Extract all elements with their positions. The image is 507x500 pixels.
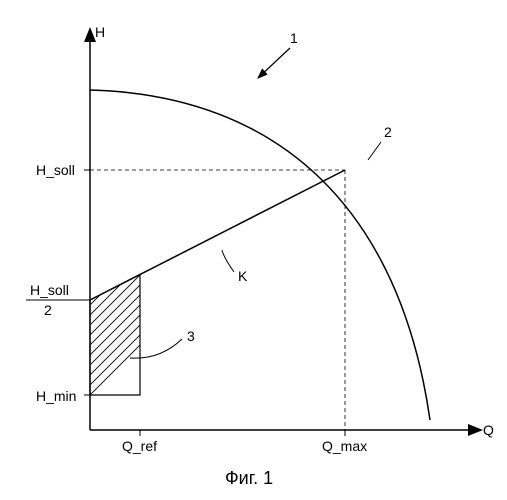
label-H-soll-half-bot: 2	[44, 302, 52, 318]
callout-3-leader	[130, 339, 182, 358]
figure-caption: Фиг. 1	[225, 468, 273, 489]
label-H-soll-half-top: H_soll	[30, 282, 69, 298]
line-K	[90, 170, 345, 300]
label-Q-max: Q_max	[322, 438, 367, 454]
callout-1-label: 1	[290, 30, 298, 46]
callout-3-label: 3	[187, 328, 195, 344]
label-H-min: H_min	[36, 388, 76, 404]
curve-2	[90, 90, 430, 420]
callout-1-leader	[258, 48, 290, 78]
callout-K-label: K	[238, 268, 247, 284]
y-axis-label: H	[95, 24, 105, 40]
x-axis-label: Q	[483, 422, 494, 438]
callout-K-leader	[222, 250, 234, 272]
label-Q-ref: Q_ref	[122, 438, 157, 454]
label-H-soll: H_soll	[36, 162, 75, 178]
callout-2-leader	[368, 142, 381, 160]
diagram-svg	[0, 0, 507, 500]
callout-2-label: 2	[384, 124, 392, 140]
